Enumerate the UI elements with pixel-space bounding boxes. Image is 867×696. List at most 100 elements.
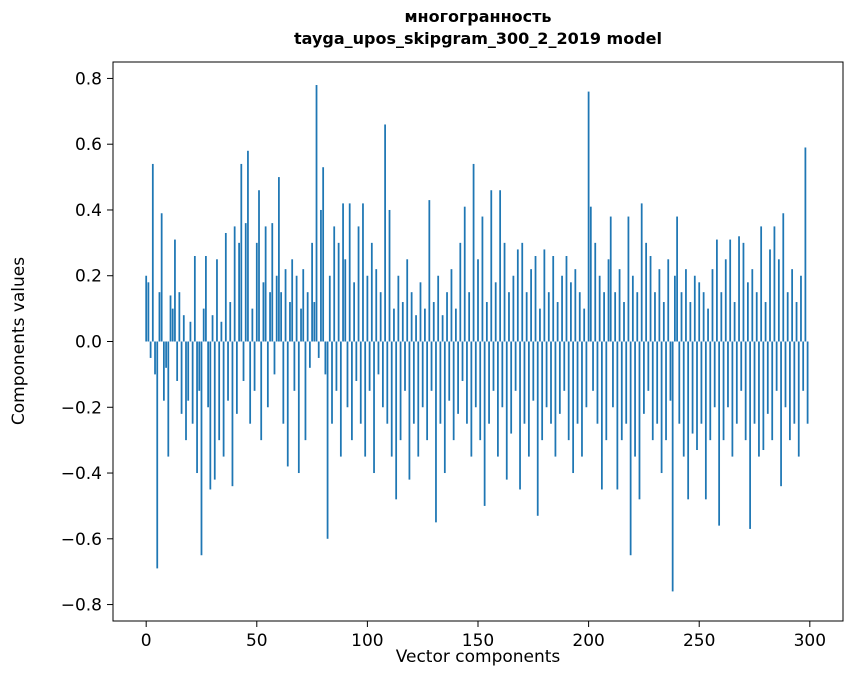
bar xyxy=(466,341,468,424)
bar xyxy=(388,209,391,342)
bar xyxy=(454,308,457,342)
bar xyxy=(596,341,599,424)
bar xyxy=(227,341,229,401)
bar xyxy=(432,302,435,342)
bar xyxy=(278,177,280,342)
bar xyxy=(656,341,659,424)
bar xyxy=(393,308,395,342)
bar xyxy=(503,242,506,342)
bar xyxy=(746,282,749,342)
bar xyxy=(693,275,696,342)
bar xyxy=(167,341,170,457)
bar xyxy=(552,256,555,342)
bar xyxy=(322,167,325,342)
x-axis-label: Vector components xyxy=(396,647,561,667)
bar xyxy=(406,259,409,342)
bar xyxy=(585,341,588,408)
bar xyxy=(421,341,424,408)
bar xyxy=(607,259,610,342)
bar xyxy=(472,163,475,342)
bar xyxy=(470,341,473,457)
bar xyxy=(446,292,448,342)
y-tick-label: 0.4 xyxy=(75,201,102,221)
bar xyxy=(627,216,630,342)
bar xyxy=(370,242,373,342)
bar xyxy=(492,341,495,391)
bar xyxy=(463,206,466,342)
bar xyxy=(216,259,218,342)
bar xyxy=(457,341,459,414)
bar xyxy=(477,259,479,342)
bar xyxy=(249,341,252,424)
bar xyxy=(766,341,769,414)
bar xyxy=(702,292,705,342)
bar xyxy=(308,341,311,368)
bar xyxy=(300,308,302,342)
bar xyxy=(512,275,515,342)
bar xyxy=(176,341,179,381)
x-tick-label: 250 xyxy=(683,631,715,651)
bar xyxy=(264,226,267,342)
bar xyxy=(339,341,342,457)
bar xyxy=(222,341,225,457)
bar xyxy=(592,341,594,391)
bar xyxy=(417,341,420,457)
bar xyxy=(200,341,203,556)
bar xyxy=(521,242,524,342)
bar xyxy=(251,308,254,342)
bar xyxy=(373,341,375,474)
bar xyxy=(658,269,661,342)
bar xyxy=(751,269,754,342)
bar xyxy=(636,292,639,342)
bar xyxy=(333,226,336,342)
bar xyxy=(381,341,384,408)
bar xyxy=(410,292,413,342)
bar xyxy=(253,341,256,391)
bar xyxy=(713,341,716,408)
bar xyxy=(800,275,802,342)
bar xyxy=(479,341,482,441)
bar xyxy=(238,242,240,342)
bar xyxy=(643,341,645,414)
bar xyxy=(397,275,400,342)
bar xyxy=(233,226,236,342)
bar xyxy=(581,341,583,457)
bar xyxy=(174,239,176,342)
y-tick-label: −0.2 xyxy=(61,398,102,418)
bar xyxy=(247,150,249,342)
bar xyxy=(435,341,437,523)
bar xyxy=(775,341,778,391)
bar xyxy=(145,275,148,342)
bar xyxy=(324,341,327,375)
bar xyxy=(525,292,528,342)
x-tick-label: 50 xyxy=(246,631,268,651)
y-tick-label: −0.6 xyxy=(61,530,102,550)
bar xyxy=(490,190,493,342)
bar xyxy=(160,213,163,342)
bar xyxy=(286,341,289,467)
bar xyxy=(510,341,513,434)
bar xyxy=(320,209,322,342)
bar xyxy=(269,292,271,342)
bar xyxy=(331,341,333,424)
bar xyxy=(293,341,296,391)
bar xyxy=(618,269,621,342)
bar xyxy=(189,321,192,342)
bar xyxy=(326,341,329,539)
bar xyxy=(180,341,183,414)
bar xyxy=(651,341,654,441)
bar xyxy=(680,292,683,342)
bar xyxy=(364,341,367,457)
bar xyxy=(780,341,782,487)
bar xyxy=(755,292,758,342)
bar xyxy=(346,341,349,408)
bar xyxy=(771,341,774,441)
bar xyxy=(600,341,603,490)
bar xyxy=(178,292,181,342)
bar xyxy=(519,341,521,490)
bar xyxy=(459,242,462,342)
bar xyxy=(567,341,570,441)
bar xyxy=(289,302,291,342)
bar xyxy=(623,302,625,342)
